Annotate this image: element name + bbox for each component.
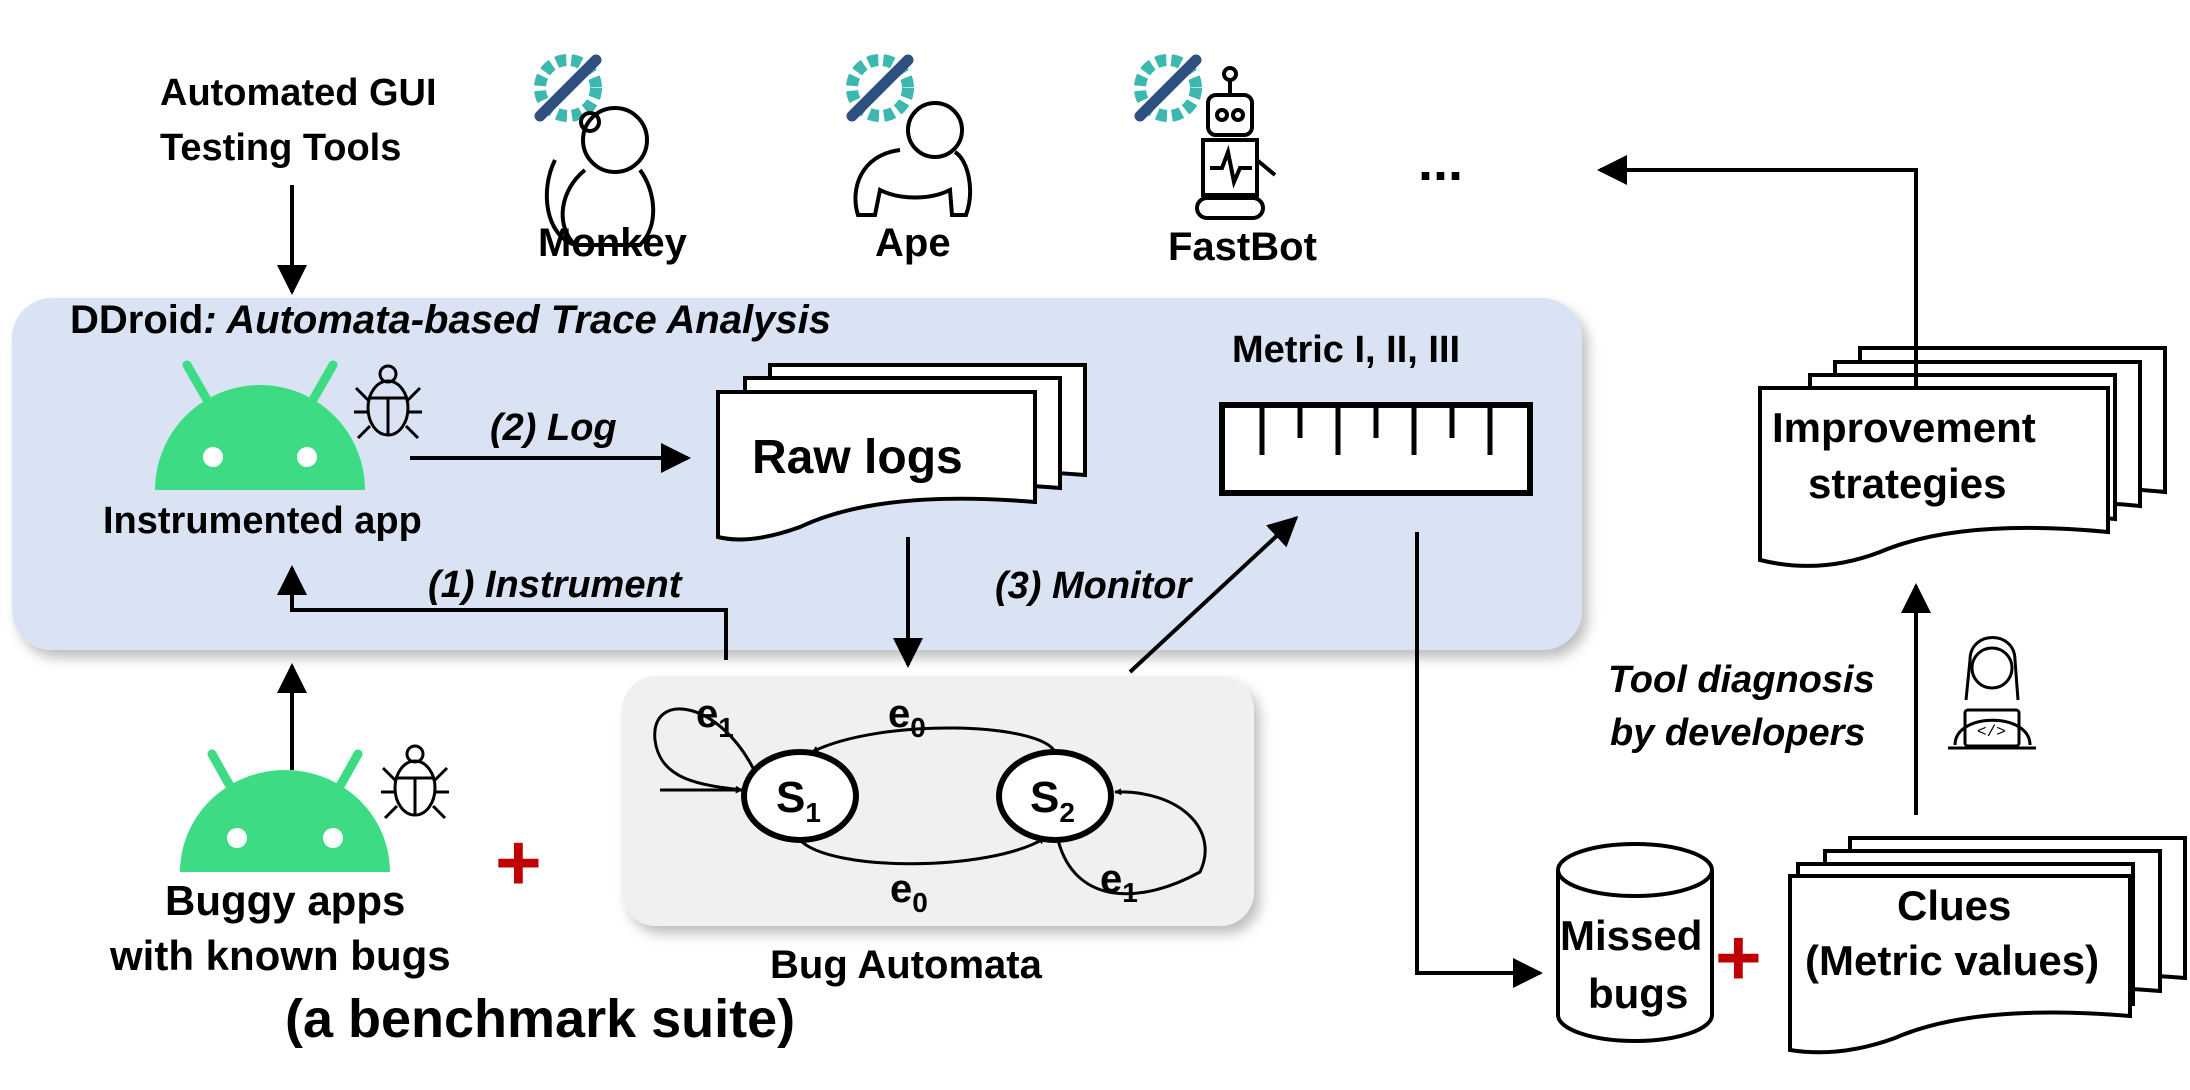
monitor-label: (3) Monitor bbox=[995, 565, 1194, 607]
monitor-arrow bbox=[1128, 515, 1299, 674]
bug-icon bbox=[381, 744, 449, 820]
automata-edge-e0-bottom bbox=[798, 836, 1046, 866]
tool-name-monkey: Monkey bbox=[538, 221, 688, 265]
ruler-icon bbox=[1219, 402, 1533, 496]
tool-name-ape: Ape bbox=[875, 221, 951, 265]
diagnosis-line2: by developers bbox=[1610, 712, 1866, 754]
tools-title-line1: Automated GUI bbox=[160, 72, 437, 114]
gear-wrench-icon bbox=[1134, 54, 1202, 122]
tool-name-fastbot: FastBot bbox=[1168, 225, 1317, 269]
metric-to-missed-bugs-arrow bbox=[1415, 532, 1543, 988]
automata-edge-e0-top bbox=[811, 726, 1057, 754]
clues-line1: Clues bbox=[1897, 882, 2011, 929]
automata-state-s2: S2 bbox=[996, 749, 1114, 843]
improvement-feedback-arrow bbox=[1597, 155, 1918, 388]
plus-sign: + bbox=[1715, 913, 1762, 1002]
raw-logs-document bbox=[716, 363, 1087, 542]
plus-sign: + bbox=[495, 818, 542, 907]
instrumented-app-label: Instrumented app bbox=[103, 500, 422, 542]
svg-text:S1: S1 bbox=[776, 773, 821, 828]
buggy-apps-line2: with known bugs bbox=[109, 932, 451, 979]
edge-label: e1 bbox=[696, 692, 734, 743]
svg-text:S2: S2 bbox=[1030, 773, 1075, 828]
buggy-apps-line1: Buggy apps bbox=[165, 877, 405, 924]
gear-wrench-icon bbox=[534, 54, 602, 122]
ddroid-title: DDroid: Automata-based Trace Analysis bbox=[70, 298, 831, 342]
bug-automata-caption: Bug Automata bbox=[770, 943, 1043, 987]
improvement-line2: strategies bbox=[1808, 460, 2006, 507]
gorilla-icon bbox=[853, 101, 973, 217]
missed-bugs-line1: Missed bbox=[1560, 912, 1702, 959]
robot-icon bbox=[1195, 66, 1277, 220]
android-head-icon bbox=[155, 360, 365, 490]
automata-state-s1: S1 bbox=[741, 749, 859, 843]
clues-document bbox=[1788, 836, 2187, 1055]
edge-label: e0 bbox=[890, 867, 928, 918]
cylinder-icon bbox=[1556, 842, 1714, 1043]
gear-wrench-icon bbox=[846, 54, 914, 122]
android-head-icon bbox=[180, 749, 390, 872]
edge-label: e0 bbox=[888, 692, 926, 743]
clues-line2: (Metric values) bbox=[1805, 937, 2099, 984]
log-label: (2) Log bbox=[490, 407, 617, 449]
missed-bugs-line2: bugs bbox=[1588, 970, 1688, 1017]
tools-title-line2: Testing Tools bbox=[160, 127, 401, 169]
raw-logs-label: Raw logs bbox=[752, 431, 963, 484]
metric-label: Metric I, II, III bbox=[1232, 329, 1460, 371]
bug-icon bbox=[354, 364, 422, 440]
monkey-icon bbox=[544, 106, 656, 247]
automata-edge-e1-self-loop bbox=[653, 707, 757, 793]
svg-text:</>: </> bbox=[1977, 723, 2006, 741]
instrument-arrow bbox=[277, 565, 728, 660]
improvement-strategies-document bbox=[1758, 346, 2167, 568]
benchmark-suite-label: (a benchmark suite) bbox=[285, 989, 795, 1049]
instrument-label: (1) Instrument bbox=[428, 564, 683, 606]
diagnosis-line1: Tool diagnosis bbox=[1608, 659, 1875, 701]
improvement-line1: Improvement bbox=[1772, 404, 2036, 451]
ellipsis: ... bbox=[1418, 132, 1463, 192]
edge-label: e1 bbox=[1100, 857, 1138, 908]
automata-edge-e1-self-loop-s2 bbox=[1056, 788, 1207, 896]
developer-laptop-icon: </> bbox=[1948, 636, 2036, 750]
bug-automata-panel bbox=[622, 676, 1254, 926]
